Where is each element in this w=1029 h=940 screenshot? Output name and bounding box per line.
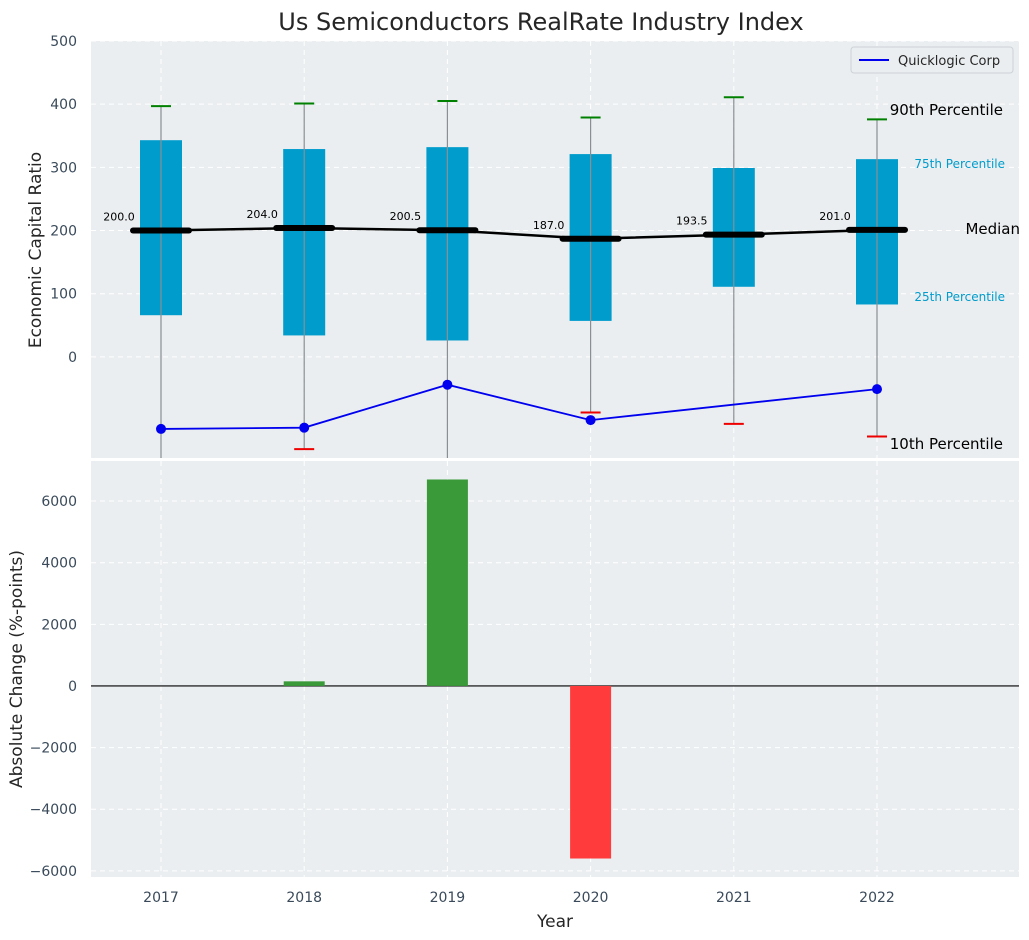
- legend: Quicklogic Corp: [850, 46, 1014, 74]
- change-bar-2018: [283, 681, 325, 686]
- top-y-tick-label: 100: [50, 287, 77, 303]
- x-tick-label: 2021: [716, 890, 752, 906]
- annotation-p10: 10th Percentile: [890, 435, 1003, 453]
- top-y-tick-label: 0: [68, 350, 77, 366]
- company-point-2018: [299, 422, 310, 433]
- company-point-2020: [585, 415, 596, 426]
- bottom-y-tick-label: 4000: [41, 556, 77, 572]
- x-tick-label: 2018: [286, 890, 322, 906]
- legend-company-label: Quicklogic Corp: [898, 54, 1000, 69]
- bottom-y-axis-label: Absolute Change (%-points): [7, 550, 27, 788]
- median-label-2020: 187.0: [533, 219, 565, 232]
- annotation-p75: 75th Percentile: [914, 157, 1005, 171]
- top-y-tick-label: 300: [50, 160, 77, 176]
- bottom-plot-area: [91, 461, 1019, 877]
- top-y-tick-label: 500: [50, 34, 77, 50]
- chart-title: Us Semiconductors RealRate Industry Inde…: [278, 8, 803, 36]
- bottom-y-tick-label: 6000: [41, 494, 77, 510]
- bottom-y-tick-label: 2000: [41, 617, 77, 633]
- bottom-y-tick-label: 0: [68, 679, 77, 695]
- company-point-2022: [872, 384, 882, 395]
- x-tick-label: 2022: [859, 890, 895, 906]
- x-axis-label: Year: [536, 912, 573, 932]
- annotation-median: Median: [965, 220, 1020, 238]
- annotation-p25: 25th Percentile: [914, 290, 1005, 304]
- median-label-2019: 200.5: [390, 210, 422, 223]
- top-y-axis-label: Economic Capital Ratio: [26, 152, 46, 348]
- bottom-y-tick-label: −6000: [30, 864, 77, 880]
- change-bar-2019: [426, 479, 468, 686]
- median-label-2018: 204.0: [246, 208, 278, 221]
- annotation-p90: 90th Percentile: [890, 101, 1003, 119]
- x-tick-label: 2020: [573, 890, 609, 906]
- company-point-2019: [442, 379, 453, 390]
- company-point-2017: [156, 423, 166, 434]
- change-bar-2020: [570, 685, 612, 859]
- x-tick-label: 2017: [143, 890, 179, 906]
- top-y-tick-label: 200: [50, 224, 77, 240]
- x-tick-label: 2019: [430, 890, 466, 906]
- median-label-2017: 200.0: [103, 211, 135, 224]
- top-y-tick-label: 400: [50, 97, 77, 113]
- bottom-y-tick-label: −2000: [30, 741, 77, 757]
- median-label-2022: 201.0: [819, 210, 851, 223]
- median-label-2021: 193.5: [676, 215, 708, 228]
- bottom-y-tick-label: −4000: [30, 802, 77, 818]
